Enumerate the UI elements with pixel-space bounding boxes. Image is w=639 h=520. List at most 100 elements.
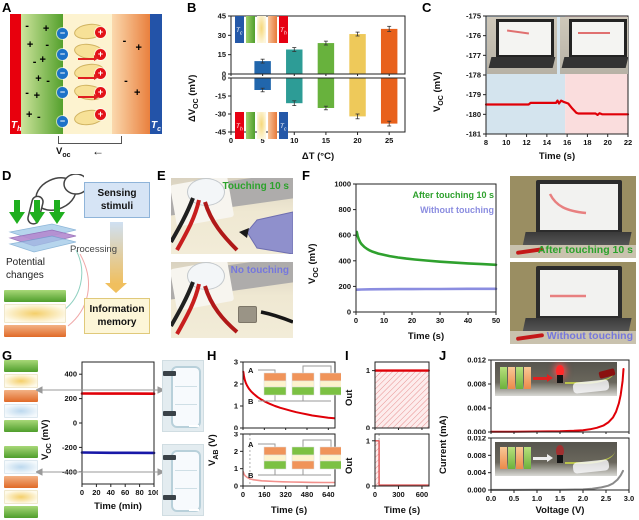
svg-text:Time (s): Time (s) [539, 151, 575, 162]
charge-sign: - [25, 20, 29, 33]
svg-text:1: 1 [234, 402, 238, 411]
svg-text:80: 80 [135, 488, 143, 497]
panel-j: J Current (mA) 0.000 0.004 0.008 0.012 0.0 0… [437, 348, 639, 520]
device-stack-positive [4, 360, 38, 432]
chart-g: 0 20 40 60 80 100 -400 -200 0 200 400 Time (min) [52, 356, 160, 512]
svg-text:1: 1 [234, 464, 238, 473]
chart-svg: 0.0 0.5 1.0 1.5 2.0 2.5 3.0 0.000 0.004 0.008 0.01… [467, 434, 634, 517]
svg-text:20: 20 [604, 138, 612, 147]
inset-strip-yellow [257, 16, 266, 43]
photo-device-positive [162, 360, 204, 432]
device-stack [4, 290, 66, 337]
svg-text:14: 14 [543, 138, 552, 147]
chart-b-bottom: 0 5 10 15 20 25 -45 -30 -15 0 ΔT (°C) [201, 74, 413, 162]
inset-strip-cold: Tc [279, 112, 288, 139]
stack-layer-blueC [4, 404, 38, 418]
charge-sign: + [134, 87, 141, 100]
svg-text:ΔT (°C): ΔT (°C) [302, 151, 334, 162]
inset-strip-yellow [257, 112, 266, 139]
svg-text:480: 480 [301, 490, 314, 499]
chart-svg: 0 15 30 45 [218, 12, 406, 79]
transparent-device [171, 366, 201, 428]
chart-svg: 0 10 20 30 40 50 0 200 400 600 800 1000 Time (s) [334, 180, 500, 343]
sensor-pad [238, 306, 257, 323]
black-clip-wire [260, 310, 293, 324]
svg-text:2.0: 2.0 [578, 494, 588, 503]
svg-text:0: 0 [73, 419, 77, 428]
stack-layer-green [4, 446, 38, 458]
svg-text:0.0: 0.0 [486, 494, 496, 503]
chart-svg: 0.000 0.004 0.008 0.012 [467, 356, 630, 437]
led [555, 445, 564, 469]
svg-text:-176: -176 [466, 31, 481, 40]
chart-svg: 0 5 10 15 20 25 -45 -30 -15 0 ΔT (°C) [215, 74, 406, 162]
layered-sensor-illustration [8, 223, 77, 253]
svg-text:1.0: 1.0 [532, 494, 542, 503]
charge-sign: + [26, 39, 34, 52]
svg-text:0.008: 0.008 [467, 380, 486, 389]
anion-dot: − [57, 48, 68, 60]
svg-text:0.000: 0.000 [467, 486, 486, 495]
ion-migration-arrow-icon [78, 93, 99, 100]
svg-text:0: 0 [80, 488, 84, 497]
charge-sign: + [135, 41, 142, 54]
device-marking [175, 404, 197, 405]
inset-strip-hot: Th [235, 112, 244, 139]
device-strips [500, 367, 531, 389]
i-bottom-y-axis-label: Out [344, 457, 355, 474]
cold-electrode: Tc [150, 14, 162, 134]
svg-text:12: 12 [522, 138, 530, 147]
after-touching-caption: After touching 10 s [537, 244, 633, 256]
svg-text:B: B [248, 397, 254, 406]
photo-led-on [495, 362, 617, 396]
cation-dot: + [95, 108, 106, 120]
voc-bracket [58, 136, 122, 144]
laptop-screen [536, 180, 622, 234]
electrode-clip [163, 371, 176, 376]
svg-text:-181: -181 [466, 130, 481, 139]
cation-dot: + [95, 68, 106, 79]
mini-device-strip-green [516, 367, 523, 389]
stack-layer-blueC [4, 460, 38, 474]
svg-text:B: B [248, 471, 254, 480]
inset-strip-orange [268, 16, 277, 43]
device-inset-cold-hot: Tc Th [235, 16, 288, 43]
svg-text:0.012: 0.012 [467, 356, 486, 365]
inset-strip-cold: Tc [235, 16, 244, 43]
processing-arrow-icon [105, 222, 127, 293]
stack-layer-orange [4, 325, 66, 337]
svg-text:A: A [248, 440, 254, 449]
legend-without-touching: Without touching [420, 205, 494, 215]
inset-strip-hot: Th [279, 16, 288, 43]
svg-text:0: 0 [234, 424, 238, 431]
touching-caption: Touching 10 s [222, 181, 290, 192]
inset-strip-green [246, 112, 255, 139]
f-y-axis-label: VOC (mV) [307, 243, 320, 284]
chart-j-top: 0.000 0.004 0.008 0.012 [449, 356, 637, 437]
svg-text:-45: -45 [215, 128, 226, 137]
laptop-screen [536, 266, 622, 320]
orange-layer: - + - + [112, 14, 150, 134]
chart-i-bottom: 0 300 600 0 1 Time (s) [355, 432, 435, 516]
svg-text:640: 640 [322, 490, 335, 499]
mini-device-strip-orange [524, 367, 531, 389]
led-body [557, 375, 563, 383]
device-marking [175, 488, 197, 489]
panel-label-c: C [422, 0, 432, 15]
panel-label-e: E [157, 168, 166, 183]
wires [171, 197, 239, 252]
svg-text:2: 2 [234, 380, 238, 389]
mini-device-strip-orange [500, 447, 507, 469]
press-arrows-icon [9, 200, 65, 224]
stack-layer-green [4, 420, 38, 432]
svg-text:A: A [248, 366, 254, 375]
svg-text:160: 160 [258, 490, 271, 499]
panel-b: B ΔVOC (mV) 0 15 30 45 0 5 10 15 20 25 -45 -30 -15 0… [185, 0, 420, 168]
hand-wrist [63, 174, 84, 195]
photo-laptop-after [560, 17, 628, 74]
svg-text:600: 600 [416, 490, 429, 499]
svg-text:25: 25 [385, 136, 393, 145]
charge-sign: - [25, 87, 29, 100]
svg-text:1: 1 [366, 366, 370, 375]
gloved-finger [239, 211, 293, 254]
